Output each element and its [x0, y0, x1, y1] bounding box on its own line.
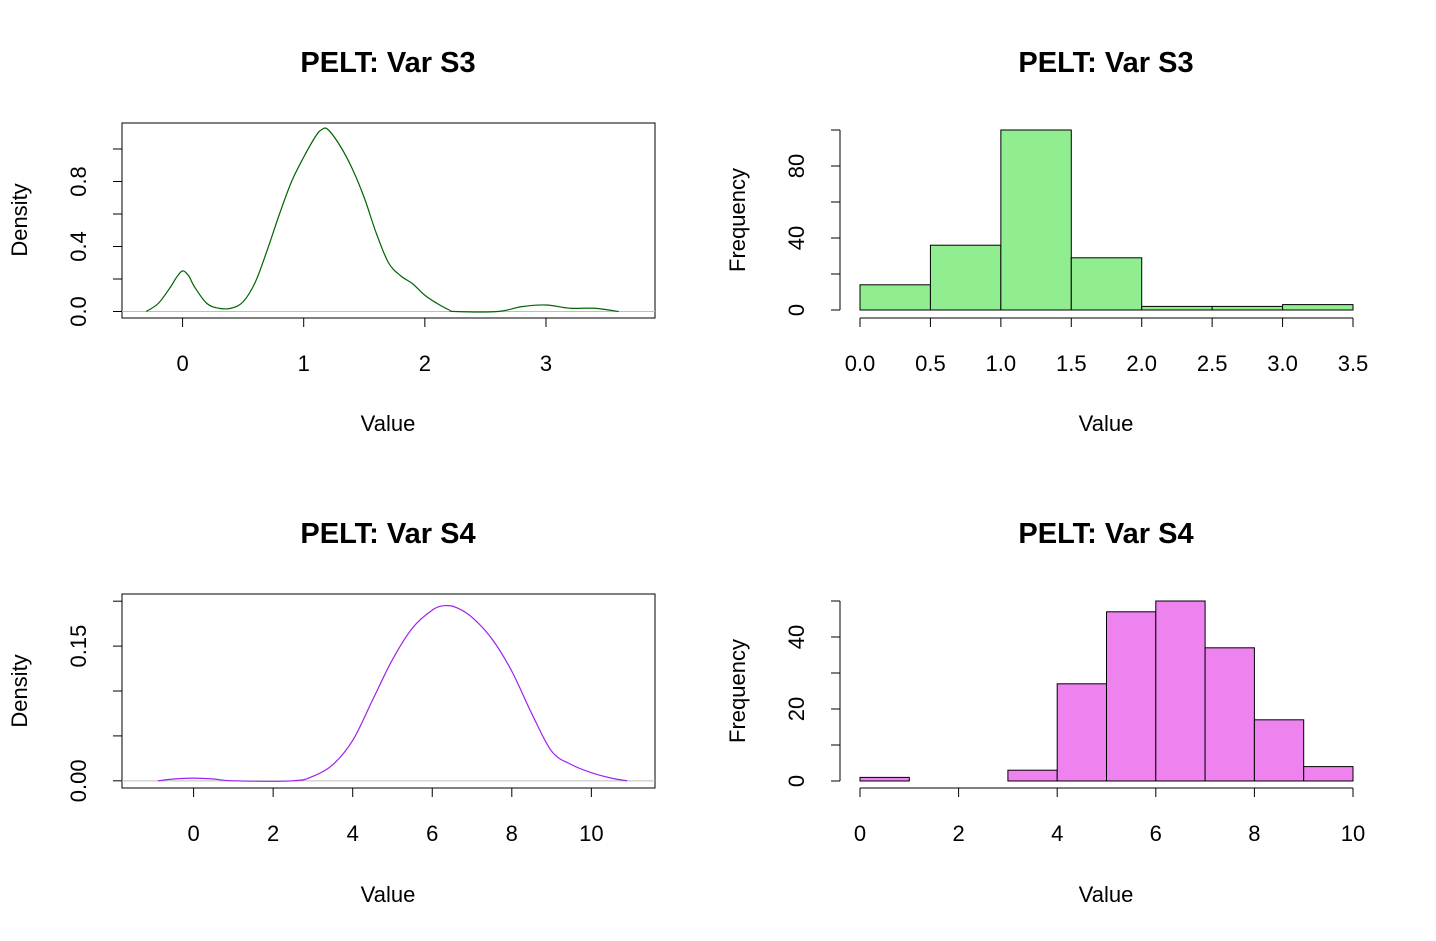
- y-tick-label: 80: [784, 154, 809, 178]
- x-tick-label: 10: [1341, 821, 1365, 846]
- x-tick-label: 2: [267, 821, 279, 846]
- x-axis-label: Value: [361, 882, 416, 907]
- chart-title: PELT: Var S4: [1018, 518, 1193, 550]
- x-tick-label: 8: [1248, 821, 1260, 846]
- x-tick-label: 0.0: [845, 351, 876, 376]
- density-plot-s4: PELT: Var S4 Value Density 0 2 4 6 8 10 0.00 0…: [7, 518, 656, 907]
- x-axis-label: Value: [361, 411, 416, 436]
- y-tick-label: 0.00: [66, 759, 91, 802]
- histogram-bar: [1253, 719, 1305, 782]
- x-tick-label: 6: [1150, 821, 1162, 846]
- chart-title: PELT: Var S3: [1018, 47, 1193, 79]
- histogram-bar: [1141, 305, 1213, 311]
- histogram-bar: [1070, 257, 1143, 311]
- y-tick-label: 40: [784, 625, 809, 649]
- x-tick-label: 3.5: [1338, 351, 1369, 376]
- x-axis-label: Value: [1079, 882, 1134, 907]
- x-tick-label: 2.5: [1197, 351, 1228, 376]
- plot-box: [121, 122, 656, 319]
- density-curve: [145, 127, 619, 313]
- histogram-bar: [1282, 304, 1354, 311]
- x-tick-label: 0: [176, 351, 188, 376]
- y-tick-label: 0.8: [66, 166, 91, 197]
- y-tick-label: 20: [784, 697, 809, 721]
- y-tick-label: 0: [784, 775, 809, 787]
- x-tick-label: 1.0: [986, 351, 1017, 376]
- histogram-bar: [1155, 600, 1206, 782]
- x-tick-label: 8: [506, 821, 518, 846]
- histogram-bar: [1211, 305, 1284, 311]
- y-tick-label: 0.15: [66, 625, 91, 668]
- x-tick-label: 2: [419, 351, 431, 376]
- x-tick-label: 0: [187, 821, 199, 846]
- x-tick-label: 1: [298, 351, 310, 376]
- y-axis-label: Frequency: [725, 639, 750, 743]
- y-axis-label: Density: [7, 654, 32, 727]
- y-tick-label: 40: [784, 226, 809, 250]
- density-curve: [157, 604, 628, 782]
- x-tick-label: 2: [952, 821, 964, 846]
- plot-box: [121, 593, 656, 789]
- histogram-s4: PELT: Var S4 Value Frequency 0 2 4 6 8 10 0 20…: [725, 518, 1365, 907]
- histogram-bar: [929, 244, 1002, 311]
- x-axis-label: Value: [1079, 411, 1134, 436]
- chart-title: PELT: Var S4: [300, 518, 475, 550]
- histogram-bar: [1007, 769, 1058, 782]
- histogram-bar: [1204, 647, 1255, 782]
- density-plot-s3: PELT: Var S3 Value Density 0 1 2 3 0.0 0.4 0.…: [7, 47, 656, 436]
- x-tick-label: 4: [1051, 821, 1063, 846]
- x-tick-label: 3.0: [1267, 351, 1298, 376]
- y-tick-label: 0.0: [66, 296, 91, 327]
- x-tick-label: 3: [540, 351, 552, 376]
- y-axis-label: Density: [7, 183, 32, 256]
- chart-title: PELT: Var S3: [300, 47, 475, 79]
- x-tick-label: 10: [579, 821, 603, 846]
- x-tick-label: 1.5: [1056, 351, 1087, 376]
- x-tick-label: 0.5: [915, 351, 946, 376]
- y-tick-label: 0.4: [66, 231, 91, 262]
- histogram-bar: [1000, 129, 1072, 311]
- y-axis-label: Frequency: [725, 168, 750, 272]
- x-tick-label: 0: [854, 821, 866, 846]
- x-tick-label: 4: [347, 821, 359, 846]
- histogram-s3: PELT: Var S3 Value Frequency 0.0 0.5 1.0 1.…: [725, 47, 1368, 436]
- histogram-bar: [1303, 766, 1354, 782]
- histogram-bar: [859, 284, 931, 311]
- x-tick-label: 2.0: [1126, 351, 1157, 376]
- x-tick-label: 6: [426, 821, 438, 846]
- y-tick-label: 0: [784, 304, 809, 316]
- histogram-bar: [1056, 683, 1107, 782]
- histogram-bar: [1106, 611, 1157, 782]
- histogram-bar: [859, 776, 910, 782]
